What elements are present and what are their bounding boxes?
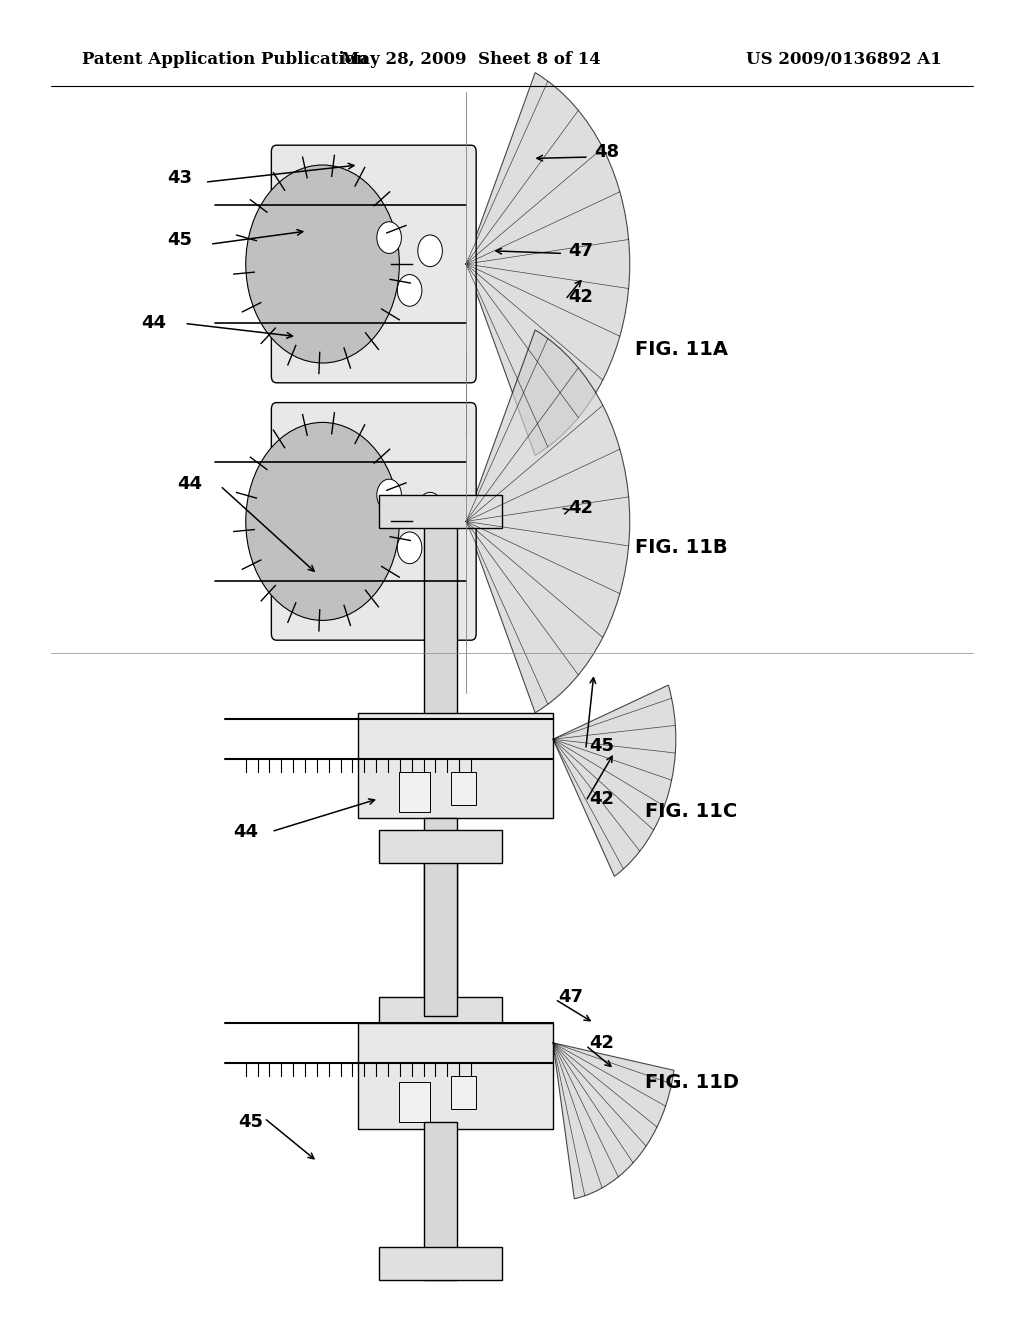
Text: 45: 45 <box>239 1113 263 1131</box>
Text: 45: 45 <box>589 737 613 755</box>
Bar <box>379 1247 502 1280</box>
Text: FIG. 11C: FIG. 11C <box>645 803 737 821</box>
Bar <box>379 495 502 528</box>
Wedge shape <box>553 1043 674 1199</box>
Text: 47: 47 <box>568 242 593 260</box>
Text: FIG. 11A: FIG. 11A <box>635 341 728 359</box>
Bar <box>379 997 502 1030</box>
Text: FIG. 11D: FIG. 11D <box>645 1073 739 1092</box>
Text: 42: 42 <box>568 499 593 517</box>
Circle shape <box>397 275 422 306</box>
Text: 42: 42 <box>589 1034 613 1052</box>
Wedge shape <box>466 73 630 455</box>
Bar <box>451 772 476 805</box>
Text: May 28, 2009  Sheet 8 of 14: May 28, 2009 Sheet 8 of 14 <box>341 51 601 67</box>
Text: 43: 43 <box>167 169 191 187</box>
Text: 44: 44 <box>233 822 258 841</box>
Text: 48: 48 <box>594 143 620 161</box>
Circle shape <box>377 479 401 511</box>
Bar <box>424 850 457 1016</box>
Circle shape <box>397 532 422 564</box>
Circle shape <box>418 235 442 267</box>
Bar <box>424 515 457 752</box>
Bar <box>424 818 457 1030</box>
Circle shape <box>418 492 442 524</box>
Text: 42: 42 <box>568 288 593 306</box>
Wedge shape <box>553 685 676 876</box>
FancyBboxPatch shape <box>271 403 476 640</box>
Bar <box>358 713 553 818</box>
Text: 44: 44 <box>177 475 202 494</box>
Bar <box>451 1076 476 1109</box>
Bar <box>399 1082 430 1122</box>
Circle shape <box>246 165 399 363</box>
Bar <box>399 772 430 812</box>
Circle shape <box>377 222 401 253</box>
Text: 42: 42 <box>589 789 613 808</box>
Text: US 2009/0136892 A1: US 2009/0136892 A1 <box>746 51 942 67</box>
Text: FIG. 11B: FIG. 11B <box>635 539 727 557</box>
Bar <box>358 1023 553 1129</box>
Circle shape <box>246 422 399 620</box>
FancyBboxPatch shape <box>271 145 476 383</box>
Bar <box>424 1122 457 1280</box>
Text: 45: 45 <box>167 231 191 249</box>
Text: 44: 44 <box>141 314 166 333</box>
Wedge shape <box>466 330 630 713</box>
Text: Patent Application Publication: Patent Application Publication <box>82 51 368 67</box>
Bar <box>379 830 502 863</box>
Text: 47: 47 <box>558 987 583 1006</box>
